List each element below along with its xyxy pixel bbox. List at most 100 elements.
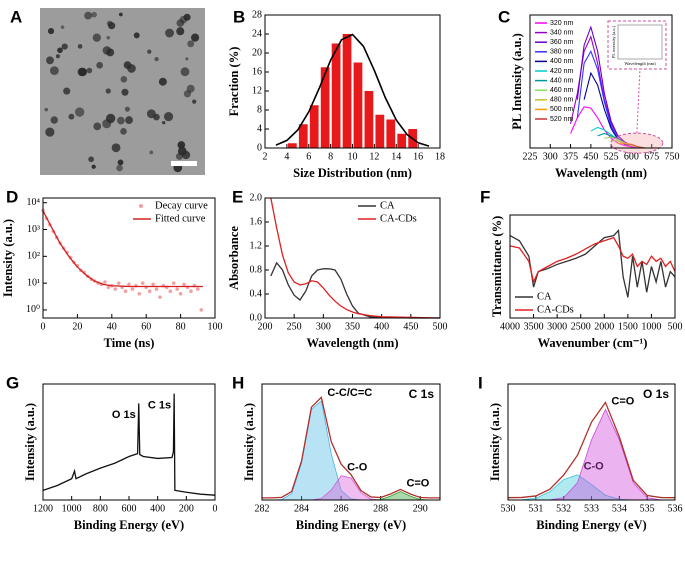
x-tick-label: 530 [501,503,516,514]
x-tick-label: 375 [563,151,578,162]
x-axis-label: Binding Energy (eV) [296,518,406,532]
x-tick-label: 500 [433,321,448,332]
scatter-point [147,289,152,293]
x-tick-label: 531 [528,503,543,514]
scatter-point [103,280,107,284]
x-tick-label: 10 [348,151,358,162]
x-tick-label: 200 [179,503,194,514]
line [509,236,676,284]
panel-label: H [232,373,244,392]
scatter-point [171,281,176,285]
x-tick-label: 200 [258,321,273,332]
nanoparticle [55,54,60,59]
line [509,228,676,298]
y-tick-label: 10⁴ [27,197,41,208]
nanoparticle [46,56,54,65]
nanoparticle [91,164,96,169]
nanoparticle [118,12,123,17]
nanoparticle [68,113,75,120]
x-tick-label: 750 [665,151,680,162]
scatter-point [175,287,179,291]
y-tick-label: 0.0 [250,312,263,323]
x-axis-label: Size Distribution (nm) [293,166,412,180]
panel-label: E [232,187,243,206]
scatter-point [158,295,162,299]
nanoparticle [175,152,183,160]
y-axis-label: Fraction (%) [227,47,241,117]
nanoparticle [102,46,112,55]
nanoparticle [116,164,123,172]
nanoparticle [117,159,124,166]
nanoparticle [125,116,133,125]
x-tick-label: 14 [391,151,401,162]
nanoparticle [88,156,94,163]
nanoparticle [179,15,188,24]
nanoparticle [165,28,174,38]
x-axis-label: Binding Energy (eV) [74,518,184,532]
nanoparticle [187,40,195,48]
nanoparticle [50,116,58,124]
legend-label: Fitted curve [155,213,206,224]
nanoparticle [91,11,97,18]
plot-frame [529,14,673,149]
x-tick-label: 525 [604,151,619,162]
x-axis-label: Wavenumber (cm⁻¹) [538,336,648,350]
x-tick-label: 3500 [524,321,544,332]
y-tick-label: 10⁰ [26,304,40,315]
nanoparticle [120,76,128,83]
legend-label: 440 nm [550,77,574,84]
legend-label: 520 nm [550,116,574,123]
nanoparticle [186,84,195,93]
x-tick-label: 675 [644,151,659,162]
y-tick-label: 16 [252,66,262,77]
bar [287,143,297,148]
x-tick-label: 500 [668,321,683,332]
y-axis-label: Intensity (a.u.) [1,219,15,297]
x-tick-label: 400 [374,321,389,332]
x-tick-label: 532 [556,503,571,514]
nanoparticle [105,113,116,124]
nanoparticle [121,88,129,96]
x-tick-label: 4 [284,151,289,162]
nanoparticle [63,87,71,95]
x-tick-label: 12 [369,151,379,162]
x-tick-label: 20 [72,321,82,332]
nanoparticle [106,20,113,27]
scatter-point [127,282,131,287]
component-label: C-C/C=C [327,387,372,399]
x-tick-label: 1000 [641,321,661,332]
x-tick-label: 282 [255,503,270,514]
x-tick-label: 225 [523,151,538,162]
inset-frame [607,20,667,70]
x-tick-label: 350 [345,321,360,332]
panel-title: O 1s [643,387,669,401]
plot-frame [42,197,216,319]
component-label: C=O [611,395,634,407]
scatter-point [182,282,186,287]
nanoparticle [177,141,186,149]
x-tick-label: 800 [93,503,108,514]
x-tick-label: 18 [435,151,445,162]
x-tick-label: 1200 [33,503,53,514]
nanoparticle [181,150,191,160]
panel-title: C 1s [409,387,435,401]
component-label: C-O [347,462,368,474]
x-tick-label: 250 [287,321,302,332]
legend-swatch [139,204,143,208]
y-axis-label: Intensity (a.u.) [488,403,502,481]
panel-label: G [6,373,19,392]
y-tick-label: 0 [257,142,262,153]
nanoparticle [147,49,152,54]
nanoparticle [45,127,55,137]
y-tick-label: 0.4 [250,288,263,299]
x-tick-label: 60 [141,321,151,332]
scatter-point [137,291,142,296]
x-tick-label: 0 [213,503,218,514]
x-tick-label: 2 [263,151,268,162]
y-axis-label: Transmittance (%) [490,216,504,317]
peak-annotation: C 1s [148,400,171,412]
y-tick-label: 0.8 [250,264,263,275]
legend-label: 420 nm [550,68,574,75]
component-label: C-O [584,461,605,473]
